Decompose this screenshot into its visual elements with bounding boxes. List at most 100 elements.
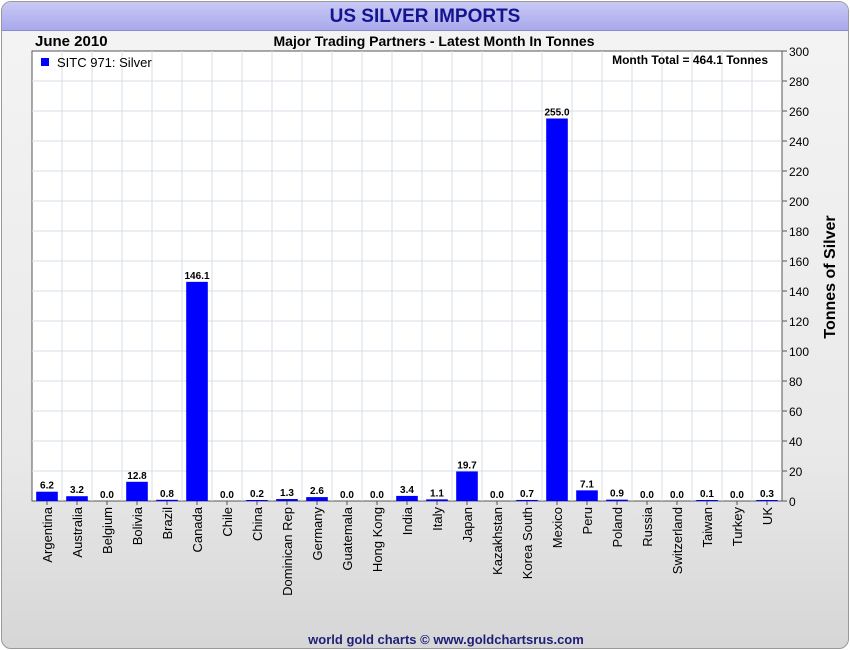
- value-label: 0.0: [670, 490, 684, 501]
- bar-poland: [606, 499, 628, 501]
- value-label: 12.8: [127, 471, 147, 482]
- bars: [36, 118, 778, 501]
- y-tick-label: 40: [789, 435, 803, 449]
- y-tick-label: 260: [789, 105, 809, 119]
- y-tick-label: 80: [789, 375, 803, 389]
- footer-credit: world gold charts © www.goldchartsrus.co…: [308, 632, 584, 647]
- y-tick-label: 0: [789, 495, 796, 509]
- bar-peru: [576, 490, 598, 501]
- x-tick-label: Hong Kong: [370, 507, 385, 572]
- x-tick-label: Peru: [580, 507, 595, 534]
- bar-brazil: [156, 499, 178, 501]
- value-label: 1.3: [280, 488, 294, 499]
- value-label: 0.2: [250, 489, 264, 500]
- value-label: 0.0: [220, 490, 234, 501]
- value-label: 2.6: [310, 486, 324, 497]
- bar-taiwan: [696, 500, 718, 501]
- y-tick-label: 120: [789, 315, 809, 329]
- y-tick-label: 100: [789, 345, 809, 359]
- x-tick-label: Russia: [640, 506, 655, 547]
- x-tick-label: China: [250, 506, 265, 541]
- value-label: 0.9: [610, 489, 624, 500]
- x-tick-label: Switzerland: [670, 507, 685, 574]
- y-tick-label: 160: [789, 255, 809, 269]
- bar-italy: [426, 499, 448, 501]
- plot-area: [31, 50, 783, 502]
- legend-swatch: [41, 58, 49, 66]
- x-tick-label: Chile: [220, 507, 235, 537]
- x-tick-label: Poland: [610, 507, 625, 547]
- value-label: 0.0: [100, 490, 114, 501]
- x-tick-label: Bolivia: [130, 506, 145, 545]
- value-label: 0.8: [160, 489, 174, 500]
- value-label: 0.0: [730, 490, 744, 501]
- x-tick-label: Japan: [460, 507, 475, 542]
- value-label: 0.3: [760, 489, 774, 500]
- bar-bolivia: [126, 481, 148, 501]
- x-tick-label: Belgium: [100, 507, 115, 554]
- x-tick-label: Taiwan: [700, 507, 715, 547]
- x-tick-label: UK: [760, 507, 775, 525]
- chart-title: US SILVER IMPORTS: [329, 6, 521, 27]
- x-tick-label: Kazakhstan: [490, 507, 505, 575]
- month-total-label: Month Total = 464.1 Tonnes: [612, 53, 768, 67]
- y-tick-label: 300: [789, 45, 809, 59]
- x-tick-label: Argentina: [40, 506, 55, 562]
- x-tick-label: Guatemala: [340, 506, 355, 570]
- value-label: 3.2: [70, 485, 84, 496]
- y-tick-label: 180: [789, 225, 809, 239]
- legend-label: SITC 971: Silver: [57, 55, 152, 70]
- value-label: 3.4: [400, 485, 414, 496]
- value-label: 146.1: [184, 271, 209, 282]
- y-tick-label: 240: [789, 135, 809, 149]
- x-tick-label: Brazil: [160, 507, 175, 540]
- x-tick-label: Mexico: [550, 507, 565, 548]
- y-axis-title: Tonnes of Silver: [822, 215, 839, 338]
- y-axis-ticks: 0 20 40 60 80 100 120 140 160 180 200 220 240 260 280 3…: [782, 45, 809, 509]
- x-tick-label: Dominican Rep: [280, 507, 295, 596]
- x-tick-label: Korea South: [520, 507, 535, 579]
- x-tick-label: Canada: [190, 506, 205, 552]
- x-tick-label: Australia: [70, 506, 85, 557]
- x-axis-labels: Argentina Australia Belgium Bolivia Brazil Ca…: [40, 501, 775, 596]
- title-bar: US SILVER IMPORTS: [2, 2, 848, 31]
- x-tick-label: Germany: [310, 507, 325, 561]
- x-tick-label: Turkey: [730, 507, 745, 547]
- bar-dominican-rep: [276, 499, 298, 501]
- value-label: 0.1: [700, 489, 714, 500]
- y-tick-label: 60: [789, 405, 803, 419]
- value-label: 0.0: [340, 490, 354, 501]
- bar-japan: [456, 471, 478, 501]
- bar-argentina: [36, 491, 58, 501]
- y-tick-label: 200: [789, 195, 809, 209]
- y-tick-label: 280: [789, 75, 809, 89]
- bar-india: [396, 495, 418, 501]
- value-label: 19.7: [457, 460, 477, 471]
- bar-mexico: [546, 118, 568, 501]
- x-tick-label: Italy: [430, 507, 445, 531]
- date-label: June 2010: [35, 33, 108, 50]
- bar-uk: [756, 500, 778, 501]
- value-label: 7.1: [580, 479, 594, 490]
- y-tick-label: 20: [789, 465, 803, 479]
- y-tick-label: 140: [789, 285, 809, 299]
- value-label: 0.0: [640, 490, 654, 501]
- value-label: 0.0: [490, 490, 504, 501]
- grid-lines: [32, 51, 782, 501]
- value-label: 255.0: [544, 108, 569, 119]
- bar-australia: [66, 496, 88, 501]
- value-label: 0.7: [520, 489, 534, 500]
- bar-canada: [186, 281, 208, 501]
- bar-korea-south: [516, 499, 538, 501]
- bar-china: [246, 500, 268, 501]
- value-label: 6.2: [40, 481, 54, 492]
- bar-germany: [306, 497, 328, 501]
- value-labels: 6.2 3.2 0.0 12.8 0.8 146.1 0.0 0.2 1.3 2.6 0.0 0.0 3…: [40, 108, 774, 502]
- value-label: 1.1: [430, 488, 444, 499]
- chart-subtitle: Major Trading Partners - Latest Month In…: [274, 33, 595, 49]
- x-tick-label: India: [400, 506, 415, 535]
- value-label: 0.0: [370, 490, 384, 501]
- y-tick-label: 220: [789, 165, 809, 179]
